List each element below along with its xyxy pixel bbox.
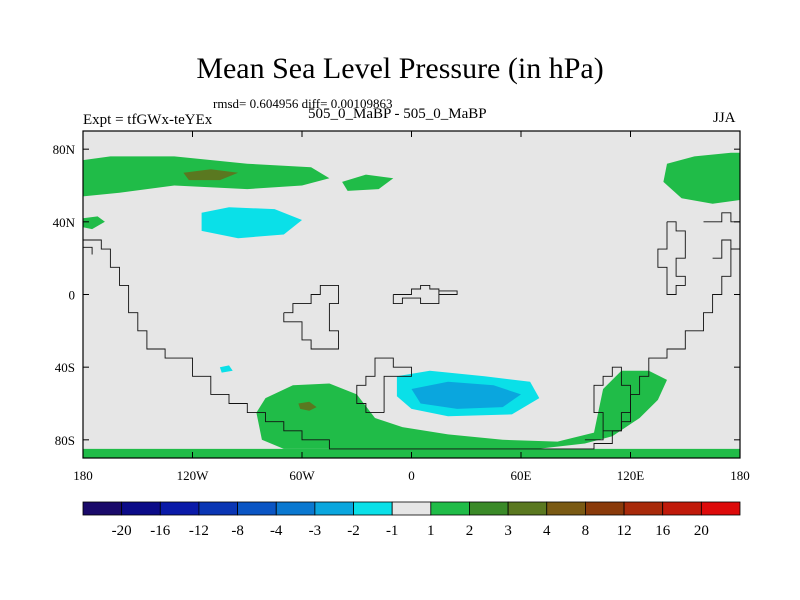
x-tick-label: 60W	[289, 468, 315, 483]
colorbar-label: -8	[231, 523, 244, 539]
colorbar-label: 2	[466, 523, 474, 539]
colorbar-swatch	[585, 501, 625, 516]
colorbar-label: -20	[112, 523, 132, 539]
contour-region-small-blue-patch	[219, 365, 233, 373]
contour-region-north-atlantic-patch	[342, 174, 394, 191]
colorbar-label: -4	[270, 523, 283, 539]
colorbar-label: 1	[427, 523, 435, 539]
colorbar-label: 3	[504, 523, 512, 539]
colorbar-swatch	[275, 501, 316, 516]
y-tick-label: 40N	[53, 215, 76, 230]
x-tick-label: 0	[408, 468, 415, 483]
rmsd-diff-stats: rmsd= 0.604956 diff= 0.00109863	[213, 96, 393, 111]
y-tick-label: 0	[69, 288, 76, 303]
colorbar-swatch	[700, 501, 741, 516]
y-tick-label: 80S	[55, 433, 75, 448]
coastline-segment-5	[356, 357, 412, 414]
colorbar-label: -12	[189, 523, 209, 539]
x-axis: 180 120W 60W 0 60E 120E 180	[73, 131, 750, 483]
case-label: 505_0_MaBP - 505_0_MaBP	[308, 106, 487, 122]
coastline-segment-7	[657, 221, 686, 295]
colorbar-swatch	[237, 501, 277, 516]
contour-region-west-edge-patch	[83, 216, 105, 230]
y-tick-label: 40S	[55, 360, 75, 375]
coastline-segment-2	[83, 246, 93, 255]
colorbar-swatch	[546, 501, 586, 516]
coastline-segment-9	[712, 239, 740, 259]
colorbar-label: 16	[655, 523, 671, 539]
experiment-label: Expt = tfGWx-teYEx	[83, 112, 213, 128]
x-tick-label: 180	[730, 468, 750, 483]
x-tick-label: 120W	[177, 468, 210, 483]
y-axis: 80N 40N 0 40S 80S	[53, 142, 740, 448]
contour-region-north-pacific-low	[201, 207, 302, 239]
colorbar-swatch	[198, 501, 238, 516]
x-tick-label: 180	[73, 468, 93, 483]
coastline-segment-8	[703, 212, 740, 223]
contour-region-arctic-high-center	[183, 169, 239, 181]
contour-fill-layer	[83, 152, 740, 458]
colorbar-label: -2	[347, 523, 360, 539]
contour-region-southern-high-west	[256, 370, 667, 451]
colorbar-label: -16	[150, 523, 170, 539]
colorbar-swatch	[353, 501, 393, 516]
colorbar-swatch	[159, 501, 200, 516]
colorbar: -20 -16 -12 -8 -4 -3 -2 -1 1 2 3 4 8 12 16 20	[82, 501, 741, 539]
colorbar-swatch	[430, 501, 470, 516]
coastline-layer	[83, 212, 740, 450]
colorbar-label: 8	[582, 523, 590, 539]
contour-region-southern-high-patch	[298, 401, 317, 411]
coastline-segment-6	[584, 366, 631, 441]
colorbar-label: 4	[543, 523, 551, 539]
colorbar-swatch	[121, 501, 161, 516]
x-tick-label: 60E	[511, 468, 532, 483]
contour-region-arctic-high-east	[663, 152, 740, 204]
coastline-segment-1	[83, 239, 740, 450]
colorbar-swatch	[507, 501, 548, 516]
season-label: JJA	[713, 110, 736, 126]
x-tick-label: 120E	[617, 468, 645, 483]
colorbar-swatch	[391, 501, 432, 516]
colorbar-label: 20	[694, 523, 709, 539]
coastline-segment-4	[392, 284, 458, 305]
colorbar-swatch	[662, 501, 702, 516]
contour-region-south-atlantic-low-core	[411, 381, 521, 409]
coastline-segment-3	[283, 284, 339, 350]
colorbar-label: -3	[309, 523, 322, 539]
colorbar-label: -1	[386, 523, 399, 539]
colorbar-swatch	[314, 501, 354, 516]
colorbar-swatch	[469, 501, 509, 516]
colorbar-swatch	[623, 501, 664, 516]
chart-title: Mean Sea Level Pressure (in hPa)	[196, 52, 604, 85]
y-tick-label: 80N	[53, 142, 76, 157]
colorbar-label: 12	[617, 523, 632, 539]
colorbar-swatch	[82, 501, 123, 516]
